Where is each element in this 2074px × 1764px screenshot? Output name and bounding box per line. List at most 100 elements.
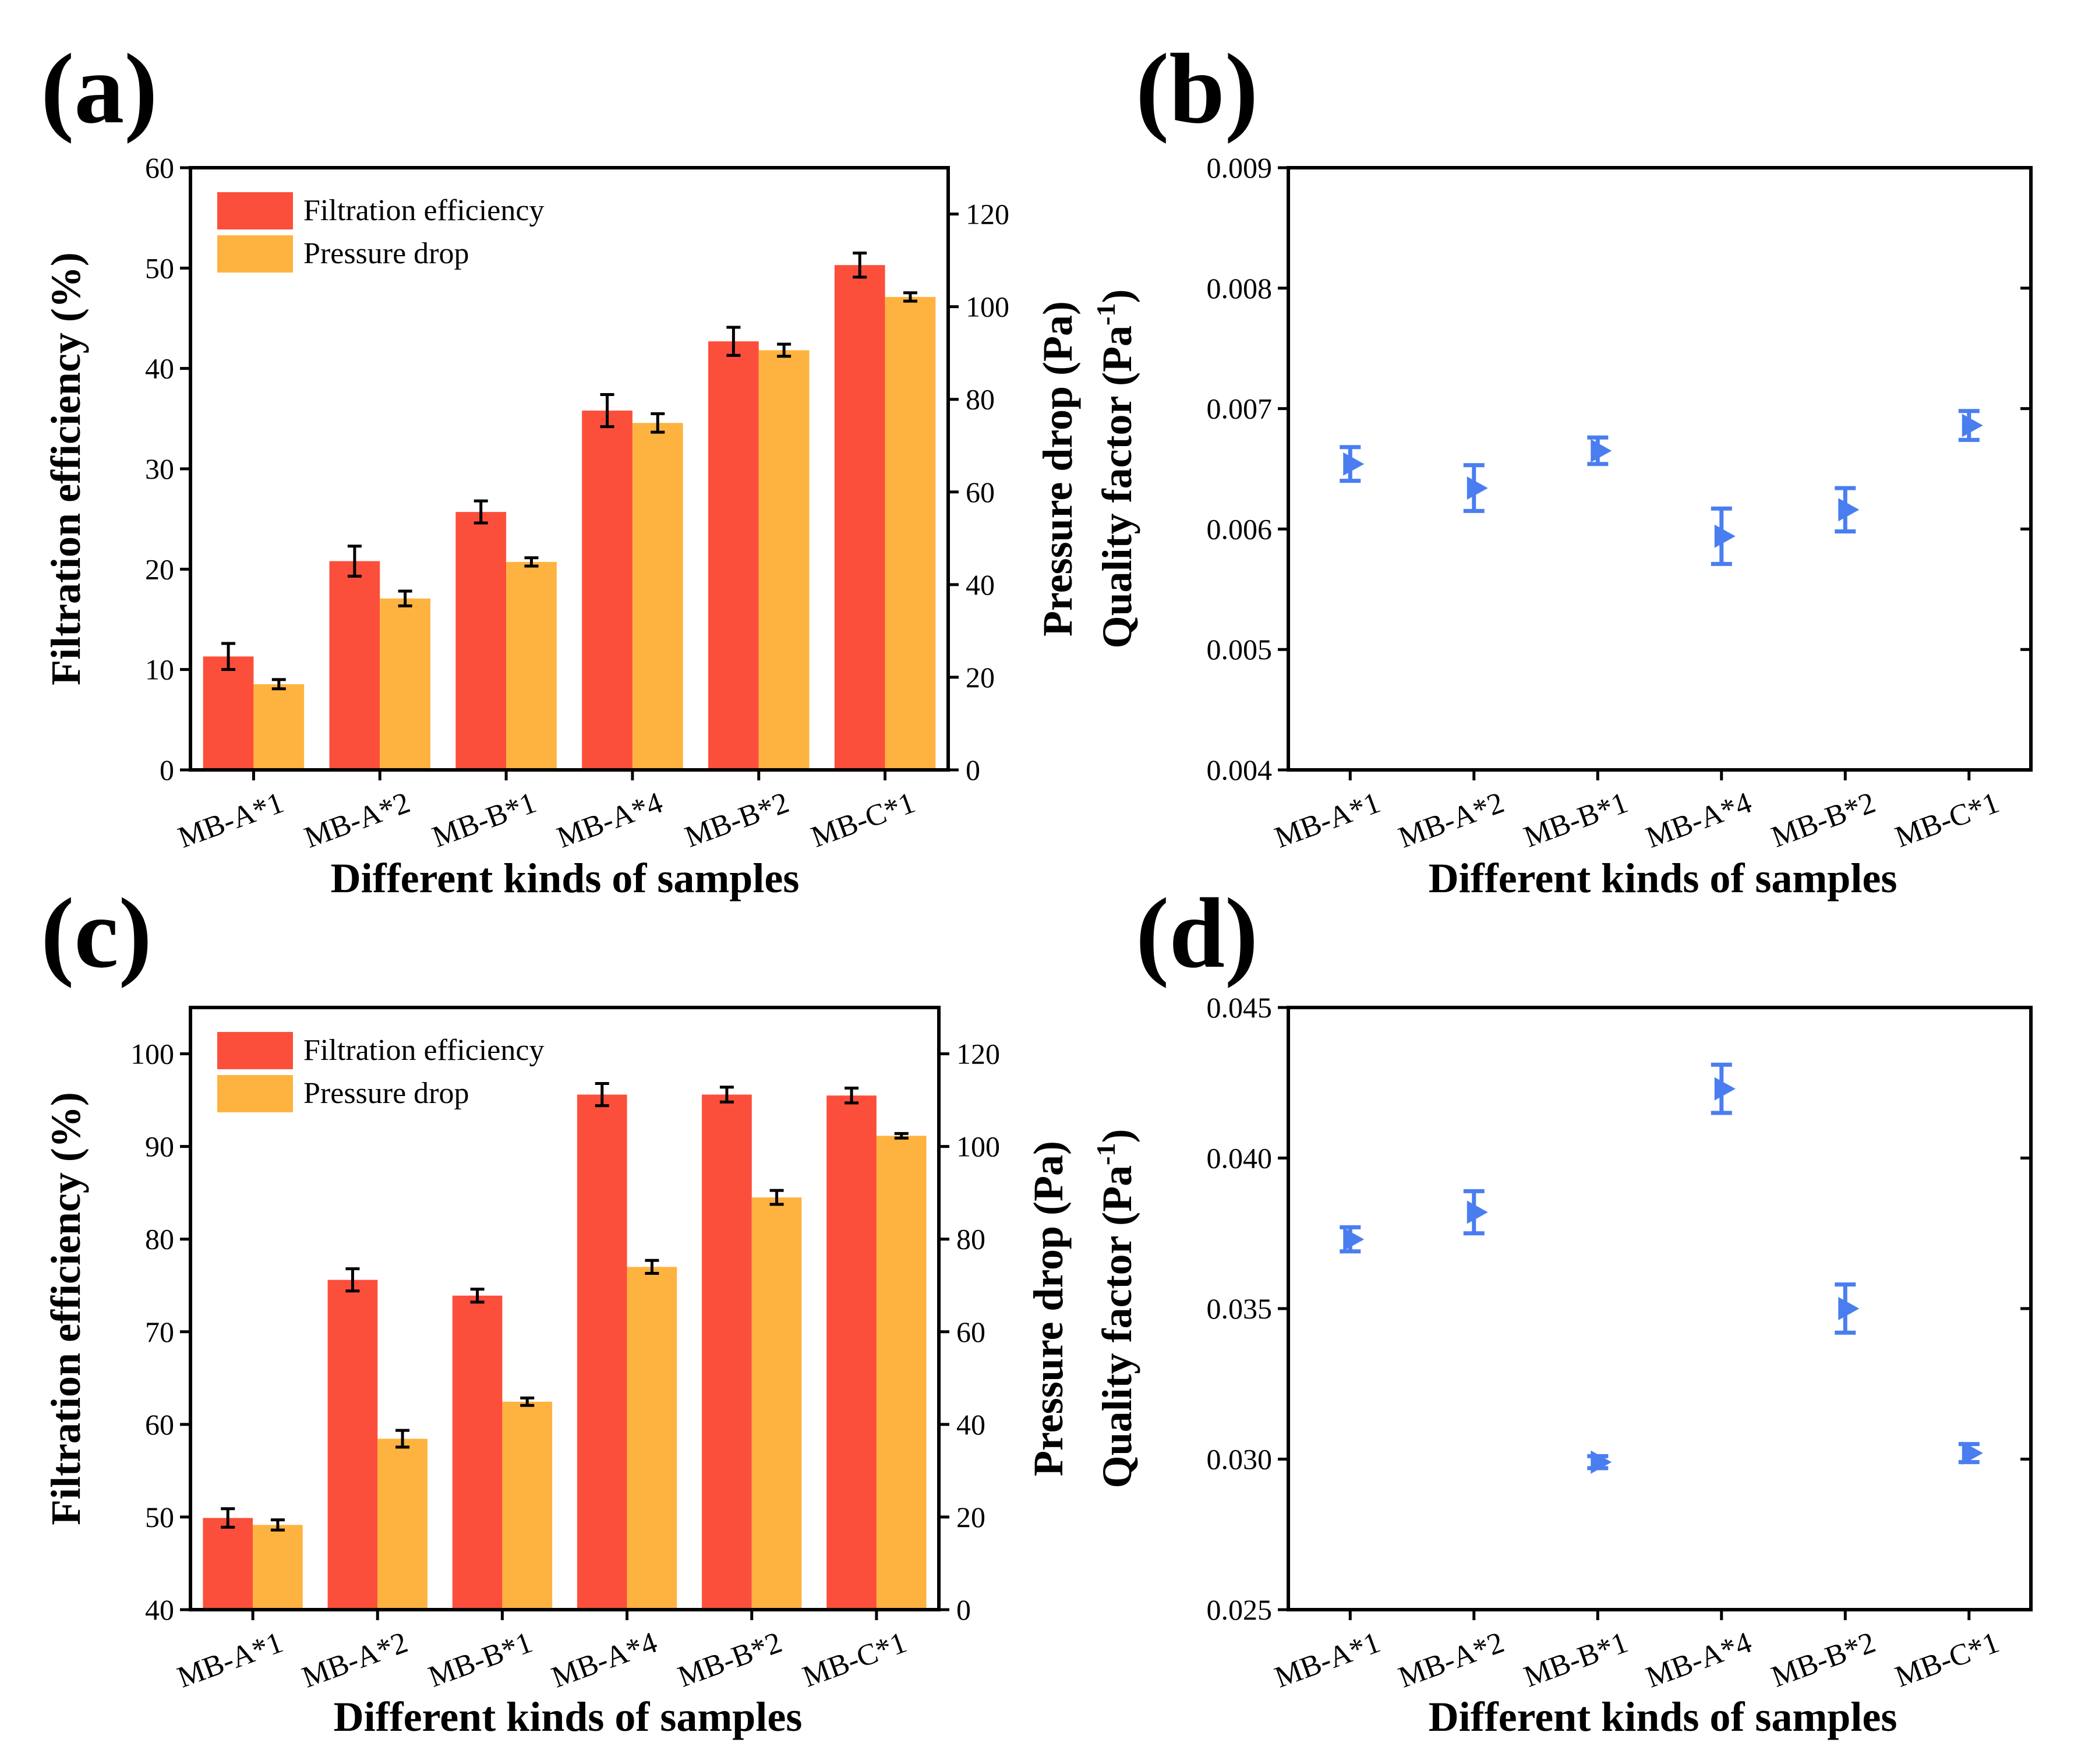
filtration-bar (577, 1094, 627, 1610)
left-axis-label-main: Quality factor (Pa (1094, 1165, 1140, 1489)
left-tick-label: 0.035 (1207, 1292, 1273, 1325)
quality-marker (1838, 1297, 1860, 1320)
panel-2: (b) 0.004 0.005 0.006 0.007 0.008 0.009 Quality… (1091, 34, 2033, 902)
right-tick-label: 0 (966, 754, 980, 786)
category-label: MB-B*1 (428, 786, 540, 854)
right-tick-label: 60 (966, 476, 995, 508)
pressure-bar (627, 1267, 677, 1610)
plot-frame (189, 1006, 941, 1611)
left-axis-label-tail: ) (1094, 1129, 1140, 1143)
category-label: MB-A*1 (1270, 786, 1384, 855)
filtration-bar (329, 561, 380, 770)
filtration-bar (834, 265, 885, 770)
quality-marker (1838, 498, 1860, 522)
category-label: MB-C*1 (798, 1626, 911, 1694)
quality-marker (1467, 1200, 1488, 1224)
left-tick-label: 50 (145, 252, 174, 284)
category-label: MB-B*2 (681, 786, 793, 854)
legend-swatch (217, 1032, 293, 1069)
right-tick-label: 40 (956, 1408, 985, 1441)
left-axis-label-sup: -1 (1091, 1143, 1121, 1165)
legend-label: Filtration efficiency (303, 194, 544, 227)
legend-label: Filtration efficiency (303, 1034, 544, 1067)
category-label: MB-A*2 (1394, 786, 1508, 855)
left-tick-label: 0.009 (1207, 151, 1273, 184)
quality-marker (1714, 1077, 1736, 1101)
right-axis-label: Pressure drop (Pa) (1025, 1141, 1072, 1476)
left-tick-label: 90 (145, 1130, 174, 1163)
filtration-bar (203, 1518, 253, 1610)
right-tick-label: 20 (956, 1501, 985, 1533)
category-label: MB-A*1 (173, 1626, 287, 1695)
category-label: MB-B*2 (1767, 1626, 1879, 1694)
category-label: MB-B*2 (1767, 786, 1879, 854)
pressure-bar (502, 1401, 553, 1610)
left-tick-label: 0 (160, 754, 174, 786)
panel-label: (a) (41, 34, 158, 144)
left-tick-label: 70 (145, 1316, 174, 1348)
right-tick-label: 40 (966, 568, 995, 601)
left-tick-label: 50 (145, 1501, 174, 1533)
x-axis-label: Different kinds of samples (1429, 855, 1898, 902)
pressure-bar (506, 561, 557, 770)
right-tick-label: 120 (966, 198, 1009, 231)
left-tick-label: 60 (145, 1408, 174, 1441)
left-axis-label: Filtration efficiency (%) (43, 1092, 89, 1525)
quality-marker (1467, 476, 1488, 500)
quality-marker (1343, 452, 1365, 476)
left-tick-label: 0.030 (1207, 1443, 1273, 1476)
left-tick-label: 0.007 (1207, 393, 1273, 425)
category-label: MB-A*2 (300, 786, 414, 855)
pressure-bar (380, 598, 430, 770)
category-label: MB-A*1 (174, 786, 288, 855)
legend-swatch (217, 192, 293, 229)
left-tick-label: 0.045 (1207, 991, 1273, 1024)
pressure-bar (751, 1197, 802, 1610)
left-axis-label-tail: ) (1094, 289, 1140, 303)
filtration-bar (327, 1279, 378, 1610)
legend-label: Pressure drop (303, 1077, 469, 1110)
left-tick-label: 0.006 (1207, 512, 1273, 545)
category-label: MB-C*1 (1891, 1626, 2004, 1694)
filtration-bar (452, 1295, 503, 1610)
left-tick-label: 40 (145, 1593, 174, 1626)
category-label: MB-B*1 (1520, 1626, 1632, 1694)
right-tick-label: 80 (966, 383, 995, 416)
left-axis-label-main: Quality factor (Pa (1094, 326, 1140, 649)
pressure-bar (758, 350, 810, 770)
left-axis-label: Quality factor (Pa-1) (1091, 289, 1140, 649)
left-axis-label: Quality factor (Pa-1) (1091, 1129, 1140, 1489)
panel-4: (d) 0.025 0.030 0.035 0.040 0.045 Quality fact… (1091, 878, 2033, 1740)
right-tick-label: 80 (956, 1223, 985, 1256)
category-label: MB-C*1 (1891, 786, 2004, 854)
right-tick-label: 20 (966, 661, 995, 694)
category-label: MB-A*1 (1270, 1626, 1384, 1695)
panel-label: (b) (1136, 34, 1258, 144)
category-label: MB-B*2 (674, 1626, 786, 1694)
right-tick-label: 120 (956, 1038, 1000, 1070)
filtration-bar (826, 1095, 877, 1610)
category-label: MB-A*4 (547, 1626, 662, 1695)
left-tick-label: 0.040 (1207, 1142, 1273, 1175)
right-tick-label: 100 (956, 1130, 1000, 1163)
category-label: MB-A*2 (298, 1626, 412, 1695)
right-axis-label: Pressure drop (Pa) (1034, 301, 1081, 637)
left-tick-label: 20 (145, 553, 174, 585)
legend-swatch (217, 235, 293, 273)
filtration-bar (203, 656, 254, 770)
left-tick-label: 0.008 (1207, 272, 1273, 305)
x-axis-label: Different kinds of samples (334, 1694, 803, 1740)
category-label: MB-A*4 (1642, 786, 1756, 855)
pressure-bar (885, 296, 936, 770)
category-label: MB-B*1 (1520, 786, 1632, 854)
filtration-bar (708, 341, 759, 770)
left-tick-label: 10 (145, 653, 174, 686)
right-tick-label: 100 (966, 291, 1009, 323)
plot-frame (1287, 166, 2033, 772)
plot-frame (1287, 1006, 2033, 1611)
left-tick-label: 80 (145, 1223, 174, 1256)
left-tick-label: 60 (145, 151, 174, 184)
legend-label: Pressure drop (303, 237, 469, 270)
quality-marker (1714, 524, 1736, 548)
